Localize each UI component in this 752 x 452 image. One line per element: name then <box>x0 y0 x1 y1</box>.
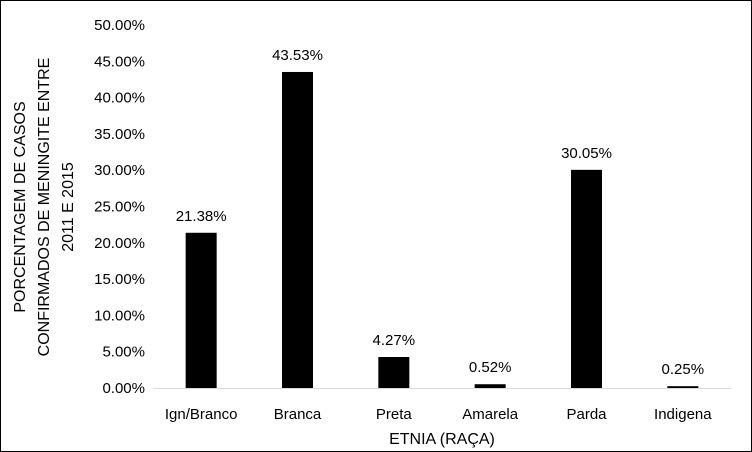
bar <box>378 356 410 388</box>
data-label: 0.52% <box>469 359 512 376</box>
bar <box>667 386 699 388</box>
y-tick-label: 10.00% <box>94 307 145 324</box>
x-category-label: Branca <box>274 406 322 423</box>
data-label: 30.05% <box>561 145 612 162</box>
x-category-label: Parda <box>566 406 607 423</box>
y-tick-label: 35.00% <box>94 126 145 143</box>
y-axis-title-group: PORCENTAGEM DE CASOS CONFIRMADOS DE MENI… <box>12 58 77 357</box>
bar <box>185 232 217 388</box>
data-labels: 21.38% 43.53% 4.27% 0.52% 30.05% 0.25% <box>176 47 704 378</box>
x-category-label: Preta <box>376 406 413 423</box>
y-tick-label: 40.00% <box>94 90 145 107</box>
bar <box>474 384 506 388</box>
y-tick-label: 45.00% <box>94 53 145 70</box>
x-category-label: Ign/Branco <box>165 406 238 423</box>
bar <box>282 71 313 388</box>
y-tick-label: 25.00% <box>94 199 145 216</box>
y-tick-label: 5.00% <box>102 344 145 361</box>
y-tick-label: 15.00% <box>94 271 145 288</box>
data-label: 4.27% <box>373 332 416 349</box>
x-axis-category-labels: Ign/Branco Branca Preta Amarela Parda Indigen… <box>165 406 712 423</box>
y-tick-label: 0.00% <box>102 380 145 397</box>
y-tick-label: 30.00% <box>94 162 145 179</box>
y-axis-title-line-3: 2011 E 2015 <box>60 162 77 252</box>
data-label: 0.25% <box>662 361 705 378</box>
y-tick-label: 20.00% <box>94 235 145 252</box>
x-axis-title: ETNIA (RAÇA) <box>389 431 495 448</box>
x-category-label: Indigena <box>654 406 712 423</box>
data-label: 43.53% <box>272 47 323 64</box>
y-axis-title-line-2: CONFIRMADOS DE MENINGITE ENTRE <box>36 58 53 357</box>
bars <box>185 71 699 388</box>
bar <box>571 169 602 388</box>
y-axis-ticks: 0.00% 5.00% 10.00% 15.00% 20.00% 25.00% 30.00%… <box>94 17 145 397</box>
data-label: 21.38% <box>176 208 227 225</box>
x-category-label: Amarela <box>462 406 519 423</box>
y-tick-label: 50.00% <box>94 17 145 34</box>
y-axis-title-line-1: PORCENTAGEM DE CASOS <box>12 101 29 312</box>
